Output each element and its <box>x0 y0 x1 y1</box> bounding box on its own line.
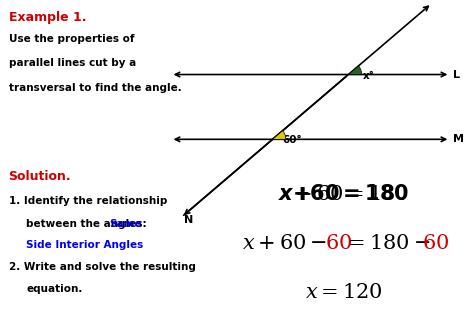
Text: N: N <box>184 215 193 226</box>
Text: 60°: 60° <box>282 135 301 145</box>
Text: Use the properties of: Use the properties of <box>9 34 134 44</box>
Polygon shape <box>348 66 362 75</box>
Text: $\bfit{x}$$\mathbf{+ 60 = 180}$: $\bfit{x}$$\mathbf{+ 60 = 180}$ <box>278 184 409 204</box>
Text: $60$: $60$ <box>422 233 449 253</box>
Text: $60$: $60$ <box>325 233 352 253</box>
Text: Solution.: Solution. <box>9 170 71 183</box>
Text: equation.: equation. <box>26 284 82 294</box>
Text: between the angles:: between the angles: <box>26 219 150 229</box>
Text: $x + 60 - $: $x + 60 - $ <box>242 233 327 253</box>
Text: $= 180 - $: $= 180 - $ <box>344 233 430 253</box>
Text: Side Interior Angles: Side Interior Angles <box>26 240 143 250</box>
Text: 2. Write and solve the resulting: 2. Write and solve the resulting <box>9 262 195 272</box>
Text: transversal to find the angle.: transversal to find the angle. <box>9 83 181 93</box>
Text: $x = 120$: $x = 120$ <box>305 282 383 302</box>
Text: 1. Identify the relationship: 1. Identify the relationship <box>9 196 167 206</box>
Text: L: L <box>453 70 460 79</box>
Text: x°: x° <box>363 71 374 81</box>
Text: $x + 60 = 180$: $x + 60 = 180$ <box>279 184 409 204</box>
Text: M: M <box>453 134 464 144</box>
Polygon shape <box>273 131 286 139</box>
Text: parallel lines cut by a: parallel lines cut by a <box>9 58 136 68</box>
Text: Example 1.: Example 1. <box>9 11 86 24</box>
Text: Same: Same <box>109 219 142 229</box>
